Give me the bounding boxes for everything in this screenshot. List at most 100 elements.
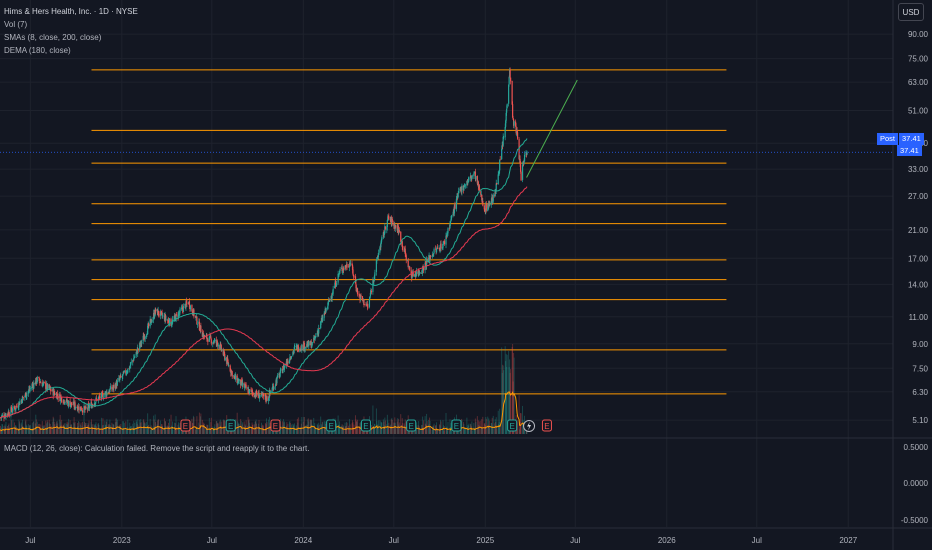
- candle-body: [320, 321, 322, 329]
- candle-body: [104, 391, 107, 395]
- candle-body: [366, 304, 369, 307]
- candle-body: [42, 382, 44, 384]
- candle-body: [74, 407, 77, 409]
- candle-body: [323, 313, 325, 318]
- candle-body: [242, 382, 244, 386]
- last-price-tag: 37.41: [897, 145, 922, 156]
- candle-body: [271, 390, 273, 393]
- candle-body: [93, 403, 96, 407]
- candle-body: [381, 236, 383, 240]
- candle-body: [161, 315, 164, 317]
- candle-body: [492, 200, 494, 203]
- macd-tick-label: 0.5000: [904, 443, 929, 452]
- currency-button[interactable]: USD: [898, 3, 924, 21]
- earnings-marker[interactable]: E: [507, 419, 518, 432]
- earnings-marker[interactable]: E: [180, 419, 191, 432]
- candle-body: [464, 185, 466, 187]
- candle-body: [279, 373, 281, 377]
- candle-body: [440, 243, 442, 249]
- candle-body: [127, 368, 129, 373]
- candle-body: [473, 173, 475, 177]
- y-tick-label: 6.30: [912, 388, 928, 397]
- candle-body: [191, 305, 193, 311]
- candle-body: [446, 233, 449, 234]
- candle-body: [14, 407, 16, 411]
- candle-body: [267, 397, 270, 401]
- candle-body: [520, 172, 522, 181]
- x-tick-label: Jul: [389, 536, 399, 545]
- earnings-marker[interactable]: E: [225, 419, 236, 432]
- candle-body: [304, 348, 306, 350]
- candle-body: [377, 253, 379, 258]
- candle-body: [476, 175, 478, 184]
- candle-body: [208, 336, 210, 342]
- candle-body: [235, 375, 237, 380]
- candle-body: [304, 346, 306, 349]
- candle-body: [148, 323, 150, 327]
- candle-body: [50, 388, 52, 392]
- candle-body: [293, 350, 295, 353]
- candle-body: [397, 225, 399, 234]
- candle-body: [395, 225, 397, 227]
- candle-body: [496, 183, 498, 185]
- candle-body: [315, 335, 317, 338]
- candle-body: [325, 308, 327, 312]
- earnings-marker[interactable]: E: [451, 419, 462, 432]
- candle-body: [499, 159, 501, 161]
- candle-body: [123, 372, 125, 373]
- legend-vol[interactable]: Vol (7): [4, 20, 28, 29]
- symbol-title[interactable]: Hims & Hers Health, Inc. · 1D · NYSE: [4, 7, 138, 16]
- candle-body: [141, 341, 143, 344]
- candle-body: [70, 402, 73, 405]
- candle-body: [25, 395, 27, 398]
- candle-body: [383, 232, 385, 236]
- earnings-marker[interactable]: E: [541, 419, 552, 432]
- candle-body: [36, 381, 38, 383]
- candle-body: [335, 285, 337, 287]
- earnings-marker[interactable]: E: [326, 419, 337, 432]
- candle-body: [423, 267, 425, 271]
- candle-body: [489, 204, 491, 206]
- candle-body: [349, 262, 351, 265]
- candle-body: [352, 269, 354, 275]
- candle-body: [95, 398, 98, 400]
- event-bolt-glyph: [527, 421, 532, 431]
- candle-body: [26, 393, 28, 397]
- candle-body: [331, 295, 333, 299]
- earnings-marker[interactable]: E: [360, 419, 371, 432]
- candle-body: [250, 389, 252, 391]
- candle-body: [466, 180, 468, 186]
- candle-body: [314, 336, 316, 338]
- legend-dema[interactable]: DEMA (180, close): [4, 46, 71, 55]
- earnings-badge: [360, 419, 371, 432]
- legend-smas[interactable]: SMAs (8, close, 200, close): [4, 33, 102, 42]
- candle-body: [158, 314, 160, 316]
- candle-body: [499, 159, 501, 171]
- candle-body: [10, 406, 13, 411]
- x-tick-label: 2025: [476, 536, 494, 545]
- candle-body: [461, 185, 463, 193]
- candle-body: [116, 380, 118, 386]
- candle-body: [80, 409, 83, 411]
- candle-body: [405, 255, 407, 261]
- candle-body: [373, 275, 376, 281]
- earnings-marker[interactable]: E: [270, 419, 281, 432]
- candle-body: [505, 120, 507, 127]
- candle-body: [342, 268, 345, 270]
- candle-body: [355, 283, 357, 289]
- candle-body: [492, 194, 494, 202]
- candle-body: [513, 121, 515, 126]
- candle-body: [22, 397, 24, 398]
- candle-body: [243, 383, 245, 388]
- candle-body: [361, 296, 364, 300]
- candle-body: [299, 348, 301, 351]
- macd-legend[interactable]: MACD (12, 26, close): Calculation failed…: [4, 444, 310, 453]
- candle-body: [5, 413, 7, 417]
- candle-body: [292, 351, 294, 356]
- candle-body: [506, 108, 508, 113]
- earnings-marker[interactable]: E: [406, 419, 417, 432]
- candle-body: [10, 407, 12, 416]
- candle-body: [346, 263, 348, 268]
- candle-body: [119, 377, 121, 380]
